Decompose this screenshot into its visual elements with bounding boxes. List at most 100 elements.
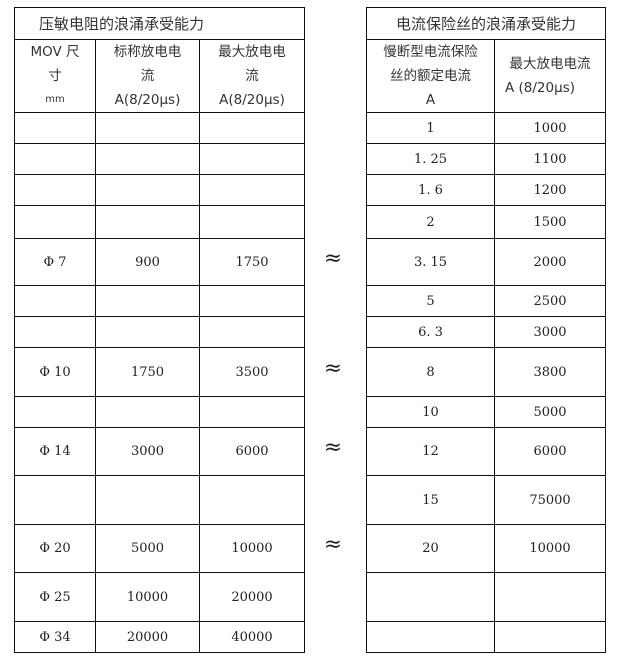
header-line: 丝的额定电流 bbox=[390, 68, 471, 84]
header-row: MOV 尺寸 mm 标称放电电流 A(8/20µs) 最大放电电流 A(8/20µs) bbox=[14, 39, 306, 113]
header-line: A bbox=[425, 92, 436, 108]
table-cell: 20000 bbox=[95, 621, 200, 653]
table-row: 15 75000 bbox=[366, 475, 607, 525]
table-cell bbox=[14, 205, 96, 239]
table-cell: 10 bbox=[366, 396, 495, 428]
table-row: 6. 3 3000 bbox=[366, 316, 607, 348]
table-row: 2 1500 bbox=[366, 205, 607, 239]
table-cell: 5000 bbox=[95, 524, 200, 573]
header-line: 寸 bbox=[48, 68, 62, 84]
table-row bbox=[366, 572, 607, 622]
table-row: Φ 7 900 1750 bbox=[14, 238, 306, 286]
table-cell: 10000 bbox=[198, 524, 306, 573]
table-row: 12 6000 bbox=[366, 427, 607, 476]
header-line: A (8/20µs) bbox=[505, 80, 575, 96]
header-line: 最大放电电 bbox=[218, 44, 286, 60]
table-row bbox=[366, 621, 607, 653]
table-cell bbox=[95, 316, 200, 348]
table-cell: Φ 7 bbox=[14, 238, 96, 286]
header-line: 流 bbox=[140, 68, 155, 84]
approx-symbol: ≈ bbox=[323, 532, 343, 557]
table-cell: Φ 10 bbox=[14, 347, 96, 397]
table-cell: Φ 25 bbox=[14, 572, 96, 622]
table-cell bbox=[366, 572, 495, 622]
table-cell: 1000 bbox=[493, 112, 607, 144]
table-cell: 20000 bbox=[198, 572, 306, 622]
table-cell bbox=[14, 316, 96, 348]
table-cell: 1750 bbox=[95, 347, 200, 397]
header-line: A(8/20µs) bbox=[114, 92, 181, 108]
table-row bbox=[14, 205, 306, 239]
table-cell bbox=[95, 112, 200, 144]
table-row: Φ 20 5000 10000 bbox=[14, 524, 306, 573]
approx-symbol: ≈ bbox=[323, 435, 343, 460]
table-cell bbox=[198, 112, 306, 144]
table-cell: 3. 15 bbox=[366, 238, 495, 286]
table-cell bbox=[493, 572, 607, 622]
table-cell: 6. 3 bbox=[366, 316, 495, 348]
header-max-current: 最大放电电流 A(8/20µs) bbox=[198, 39, 306, 113]
table-cell: 1. 6 bbox=[366, 174, 495, 206]
table-row: 5 2500 bbox=[366, 285, 607, 317]
table-row bbox=[14, 174, 306, 206]
table-row: 1. 25 1100 bbox=[366, 143, 607, 175]
table-cell: 2500 bbox=[493, 285, 607, 317]
table-cell bbox=[14, 396, 96, 428]
table-cell: 1100 bbox=[493, 143, 607, 175]
table-cell: 40000 bbox=[198, 621, 306, 653]
table-row: 1 1000 bbox=[366, 112, 607, 144]
header-line: A(8/20µs) bbox=[219, 92, 285, 108]
header-line: 流 bbox=[245, 68, 259, 84]
table-cell bbox=[95, 396, 200, 428]
table-row bbox=[14, 316, 306, 348]
header-row: 慢断型电流保险 丝的额定电流 A 最大放电电流 A (8/20µs) bbox=[366, 39, 607, 113]
table-cell: 3000 bbox=[493, 316, 607, 348]
table-row: Φ 25 10000 20000 bbox=[14, 572, 306, 622]
table-cell: 5 bbox=[366, 285, 495, 317]
table-cell: 10000 bbox=[493, 524, 607, 573]
table-cell: 6000 bbox=[198, 427, 306, 476]
table-cell: 3500 bbox=[198, 347, 306, 397]
table-row: 3. 15 2000 bbox=[366, 238, 607, 286]
table-cell bbox=[14, 174, 96, 206]
table-cell bbox=[198, 205, 306, 239]
fuse-surge-table: 电流保险丝的浪涌承受能力 慢断型电流保险 丝的额定电流 A 最大放电电流 A (8/2… bbox=[365, 7, 607, 653]
header-line: 标称放电电 bbox=[113, 44, 182, 60]
table-cell: 3000 bbox=[95, 427, 200, 476]
table-cell bbox=[95, 174, 200, 206]
table-cell: 1. 25 bbox=[366, 143, 495, 175]
table-cell bbox=[95, 205, 200, 239]
table-row: 8 3800 bbox=[366, 347, 607, 397]
table-title: 电流保险丝的浪涌承受能力 bbox=[365, 7, 607, 40]
table-cell: Φ 20 bbox=[14, 524, 96, 573]
table-cell: 12 bbox=[366, 427, 495, 476]
table-row bbox=[14, 475, 306, 525]
table-row: 20 10000 bbox=[366, 524, 607, 573]
table-cell bbox=[95, 475, 200, 525]
table-cell: 1 bbox=[366, 112, 495, 144]
table-cell: 3800 bbox=[493, 347, 607, 397]
approx-symbol: ≈ bbox=[323, 355, 343, 381]
table-cell bbox=[493, 621, 607, 653]
table-cell: 1200 bbox=[493, 174, 607, 206]
header-line: 慢断型电流保险 bbox=[383, 44, 478, 60]
table-row: Φ 10 1750 3500 bbox=[14, 347, 306, 397]
table-cell: 75000 bbox=[493, 475, 607, 525]
table-row: Φ 34 20000 40000 bbox=[14, 621, 306, 653]
table-cell bbox=[198, 316, 306, 348]
header-line: MOV 尺 bbox=[30, 44, 80, 60]
table-cell bbox=[14, 285, 96, 317]
table-cell: 5000 bbox=[493, 396, 607, 428]
table-cell: 15 bbox=[366, 475, 495, 525]
table-row: Φ 14 3000 6000 bbox=[14, 427, 306, 476]
header-line: 最大放电电流 bbox=[509, 56, 591, 72]
header-rated-current: 慢断型电流保险 丝的额定电流 A bbox=[366, 39, 495, 113]
table-row: 1. 6 1200 bbox=[366, 174, 607, 206]
table-cell bbox=[198, 396, 306, 428]
table-cell bbox=[366, 621, 495, 653]
approx-symbol: ≈ bbox=[323, 245, 343, 271]
header-mov-size: MOV 尺寸 mm bbox=[14, 39, 96, 113]
table-cell bbox=[14, 475, 96, 525]
table-cell: 2000 bbox=[493, 238, 607, 286]
header-line: mm bbox=[45, 94, 65, 105]
